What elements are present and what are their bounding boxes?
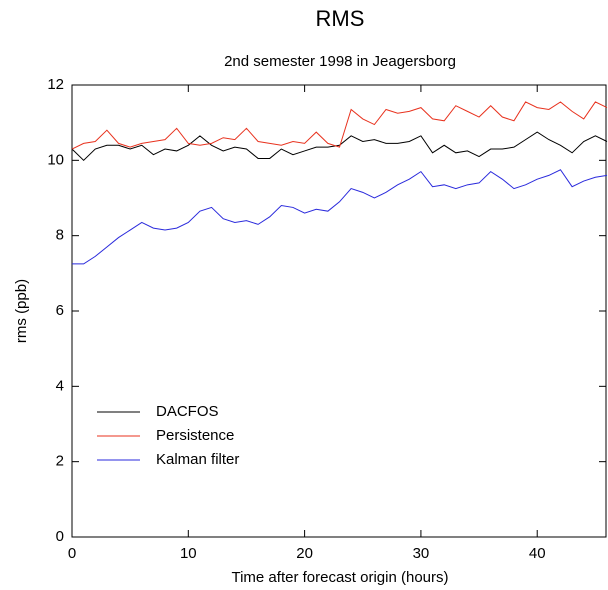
y-tick-label: 10 bbox=[47, 151, 64, 168]
x-tick-label: 20 bbox=[296, 545, 313, 562]
series-line bbox=[71, 101, 608, 150]
y-tick-label: 6 bbox=[56, 302, 64, 319]
x-tick-label: 0 bbox=[68, 545, 76, 562]
x-axis-label: Time after forecast origin (hours) bbox=[231, 569, 448, 586]
legend-label: Persistence bbox=[156, 427, 234, 444]
legend-label: Kalman filter bbox=[156, 451, 239, 468]
x-tick-label: 40 bbox=[529, 545, 546, 562]
y-tick-label: 8 bbox=[56, 227, 64, 244]
y-tick-label: 12 bbox=[47, 76, 64, 93]
y-tick-label: 0 bbox=[56, 528, 64, 545]
series-line bbox=[72, 169, 608, 265]
x-tick-label: 10 bbox=[180, 545, 197, 562]
series-line bbox=[71, 131, 608, 162]
y-tick-label: 2 bbox=[56, 453, 64, 470]
chart-title: RMS bbox=[316, 6, 365, 31]
chart-subtitle: 2nd semester 1998 in Jeagersborg bbox=[224, 53, 456, 70]
legend-label: DACFOS bbox=[156, 403, 219, 420]
x-tick-label: 30 bbox=[413, 545, 430, 562]
y-axis-label: rms (ppb) bbox=[13, 279, 30, 343]
y-tick-label: 4 bbox=[56, 377, 64, 394]
plot-frame bbox=[71, 84, 607, 538]
